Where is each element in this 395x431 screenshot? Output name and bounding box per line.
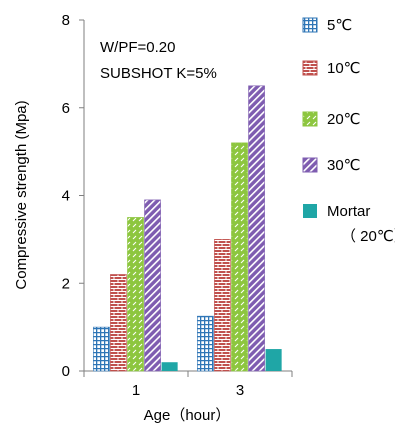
legend-label: 10℃	[327, 60, 361, 77]
bar-30-age-3	[248, 85, 265, 372]
bar-20-age-1	[127, 217, 144, 372]
bar-5-age-1	[93, 326, 110, 372]
legend-swatch	[302, 17, 318, 33]
bar-10-age-1	[110, 274, 127, 372]
y-axis-label: Compressive strength (Mpa)	[13, 100, 30, 289]
x-tick-label: 1	[132, 382, 140, 399]
legend-swatch	[302, 60, 318, 76]
legend-swatch	[303, 204, 317, 218]
y-tick-label: 4	[62, 188, 70, 205]
legend-label: 20℃	[327, 111, 361, 128]
y-tick-label: 2	[62, 275, 70, 292]
bars	[93, 85, 282, 372]
legend-label: 5℃	[327, 17, 352, 34]
x-axis-label: Age（hour）	[144, 407, 231, 424]
bar-5-age-3	[197, 315, 214, 372]
bar-mortar20-age-3	[265, 349, 282, 371]
legend-swatch	[302, 157, 318, 173]
x-tick-label: 3	[236, 382, 244, 399]
y-tick-label: 0	[62, 363, 70, 380]
annotation-line-1: W/PF=0.20	[100, 39, 175, 56]
legend-label: 30℃	[327, 157, 361, 174]
y-axis-ticks: 0 2 4 6 8	[62, 12, 84, 380]
bar-mortar20-age-1	[161, 362, 178, 371]
bar-20-age-3	[231, 142, 248, 372]
legend: 5℃ 10℃ 20℃ 30℃ Mortar （ 20℃）	[302, 17, 395, 245]
y-tick-label: 6	[62, 100, 70, 117]
annotation-line-2: SUBSHOT K=5%	[100, 65, 217, 82]
bar-10-age-3	[214, 239, 231, 372]
legend-swatch	[302, 111, 318, 127]
bar-30-age-1	[144, 199, 161, 372]
legend-label: Mortar	[327, 203, 370, 220]
y-tick-label: 8	[62, 12, 70, 29]
legend-label: （ 20℃）	[341, 228, 395, 245]
